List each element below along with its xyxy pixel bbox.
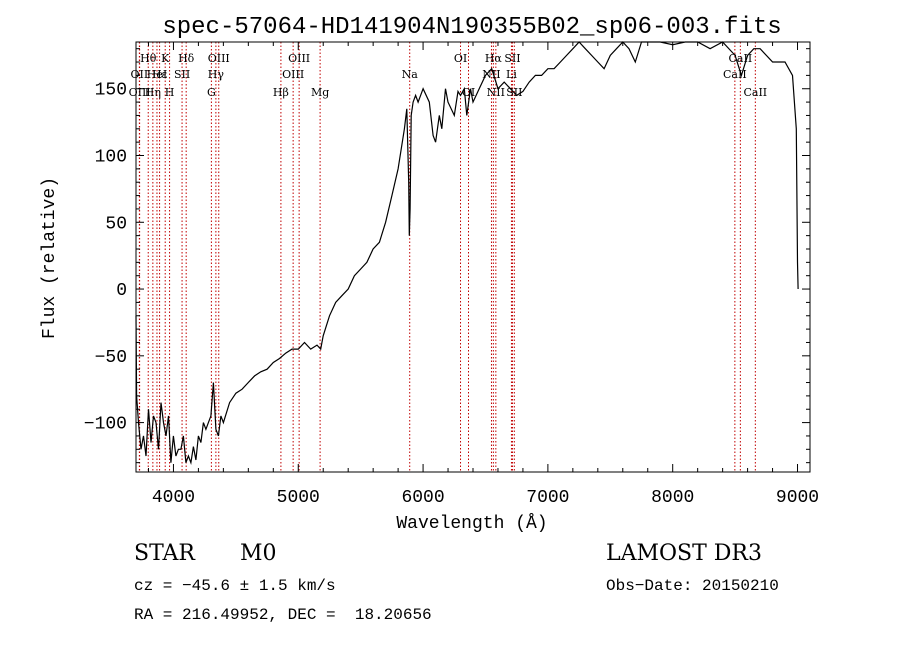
line-label-3: K xyxy=(161,52,170,65)
object-class: STAR xyxy=(134,541,196,566)
line-label-13: Hβ xyxy=(273,86,289,99)
obs-date: Obs−Date: 20150210 xyxy=(606,577,779,595)
line-label-19: OI xyxy=(462,86,475,99)
line-label-21: NII xyxy=(482,68,500,81)
line-label-9: Hδ xyxy=(178,52,195,65)
x-tick-label-2: 6000 xyxy=(401,488,444,508)
line-label-5: Hε xyxy=(152,68,168,81)
plot-frame xyxy=(135,41,811,473)
x-tick-label-0: 4000 xyxy=(152,488,195,508)
line-label-20: Hα xyxy=(485,52,503,65)
chart-title: spec-57064-HD141904N190355B02_sp06-003.f… xyxy=(162,14,781,41)
line-label-8: SII xyxy=(174,68,190,81)
y-axis-ticks: −100 −50 0 50 100 150 xyxy=(84,48,810,464)
line-label-10: OIII xyxy=(208,52,230,65)
line-label-15: OIII xyxy=(282,68,304,81)
line-label-1: OII xyxy=(131,68,149,81)
y-tick-label-2: 0 xyxy=(116,281,127,301)
line-label-17: Na xyxy=(402,68,419,81)
y-tick-label-1: −50 xyxy=(95,348,127,368)
line-label-0: Hθ xyxy=(140,52,157,65)
line-label-2: OIII xyxy=(129,86,151,99)
line-label-25: Li xyxy=(506,68,517,81)
line-label-12: G xyxy=(207,86,216,99)
x-axis-ticks: 4000 5000 6000 7000 8000 9000 xyxy=(147,42,819,508)
y-axis-label: Flux (relative) xyxy=(40,177,60,339)
x-tick-label-5: 9000 xyxy=(776,488,819,508)
object-subclass: M0 xyxy=(240,541,277,566)
line-label-7: HeI xyxy=(147,68,167,81)
redshift-text: cz = −45.6 ± 1.5 km/s xyxy=(134,577,336,595)
spectral-line-labels: Hθ OII OIII K H Hε Hη HeI SII Hδ OIII Hγ G Hβ OIII OIII… xyxy=(129,52,768,99)
line-label-27: CaII xyxy=(723,68,747,81)
line-label-23: SII xyxy=(504,52,520,65)
line-label-4: H xyxy=(165,86,175,99)
line-label-22: NII xyxy=(487,86,505,99)
flux-series-line xyxy=(135,41,799,466)
line-label-14: OIII xyxy=(288,52,310,65)
line-label-6: Hη xyxy=(145,86,161,99)
y-tick-label-3: 50 xyxy=(105,214,127,234)
x-tick-label-4: 8000 xyxy=(651,488,694,508)
y-tick-label-0: −100 xyxy=(84,415,127,435)
line-label-28: CaII xyxy=(743,86,767,99)
x-axis-label: Wavelength (Å) xyxy=(396,513,547,534)
line-label-18: OI xyxy=(454,52,467,65)
x-tick-label-3: 7000 xyxy=(526,488,569,508)
line-label-11: Hγ xyxy=(208,68,225,81)
y-tick-label-5: 150 xyxy=(95,81,127,101)
x-tick-label-1: 5000 xyxy=(277,488,320,508)
y-tick-label-4: 100 xyxy=(95,148,127,168)
line-label-16: Mg xyxy=(311,86,329,99)
spectral-line-markers xyxy=(138,42,756,472)
coordinates-text: RA = 216.49952, DEC = 18.20656 xyxy=(134,606,432,624)
survey-name: LAMOST DR3 xyxy=(606,541,762,566)
